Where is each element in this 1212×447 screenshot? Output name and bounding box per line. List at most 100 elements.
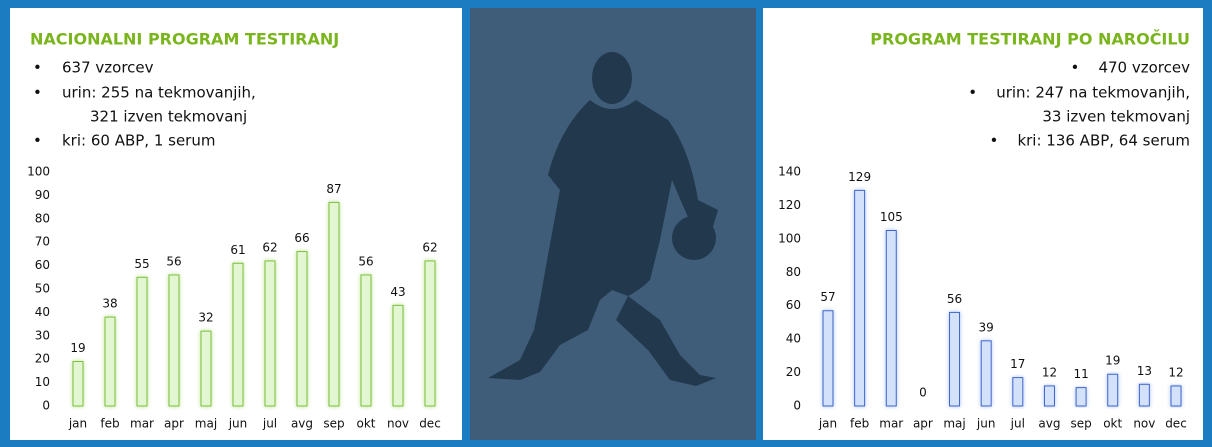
y-tick-label: 70	[35, 235, 50, 249]
bar	[328, 201, 340, 407]
x-tick-label: feb	[100, 417, 119, 431]
note-text: 33 izven tekmovanj	[1042, 108, 1190, 126]
x-tick-label: mar	[130, 417, 154, 431]
y-tick-label: 10	[35, 375, 50, 389]
bar	[360, 274, 372, 407]
x-tick-label: sep	[1070, 417, 1091, 431]
bullet: •	[33, 59, 42, 77]
y-tick-label: 0	[42, 399, 50, 413]
value-label: 55	[134, 257, 149, 271]
y-tick-label: 120	[778, 198, 801, 212]
value-label: 66	[294, 231, 309, 245]
y-tick-label: 20	[786, 365, 801, 379]
x-tick-label: dec	[419, 417, 441, 431]
note-text: 637 vzorcev	[62, 59, 154, 77]
bar	[949, 311, 961, 407]
x-tick-label: jul	[1010, 417, 1025, 431]
bar	[1075, 387, 1087, 407]
value-label: 43	[390, 285, 405, 299]
x-tick-label: jun	[976, 417, 996, 431]
bar	[264, 260, 276, 407]
x-tick-label: maj	[943, 417, 965, 431]
bar	[200, 330, 212, 407]
bar	[980, 340, 992, 407]
value-label: 57	[820, 290, 835, 304]
value-label: 19	[70, 341, 85, 355]
x-tick-label: jan	[818, 417, 837, 431]
x-tick-label: apr	[913, 417, 933, 431]
x-tick-label: maj	[195, 417, 217, 431]
note-text: urin: 255 na tekmovanjih,	[62, 84, 256, 102]
bullet: •	[989, 132, 998, 150]
bullet: •	[1070, 59, 1079, 77]
value-label: 56	[947, 292, 962, 306]
x-tick-label: jan	[68, 417, 87, 431]
bar	[168, 274, 180, 407]
y-tick-label: 140	[778, 165, 801, 179]
bar	[136, 276, 148, 407]
y-tick-label: 30	[35, 328, 50, 342]
bar	[296, 251, 308, 407]
note-text: 321 izven tekmovanj	[90, 108, 247, 126]
bar	[885, 230, 897, 407]
x-tick-label: nov	[387, 417, 409, 431]
y-tick-label: 20	[35, 352, 50, 366]
x-tick-label: feb	[850, 417, 869, 431]
y-tick-label: 40	[35, 305, 50, 319]
bullet: •	[33, 132, 42, 150]
note-text: kri: 136 ABP, 64 serum	[1017, 132, 1190, 150]
note-text: 470 vzorcev	[1098, 59, 1190, 77]
value-label: 0	[919, 386, 927, 400]
value-label: 12	[1168, 365, 1183, 379]
x-tick-label: okt	[1103, 417, 1122, 431]
panel-title: PROGRAM TESTIRANJ PO NAROČILU	[870, 30, 1190, 49]
y-tick-label: 60	[35, 258, 50, 272]
value-label: 56	[358, 254, 373, 268]
value-label: 87	[326, 182, 341, 196]
x-tick-label: sep	[323, 417, 344, 431]
bar	[232, 262, 244, 407]
y-tick-label: 50	[35, 282, 50, 296]
bullet: •	[968, 84, 977, 102]
value-label: 62	[262, 240, 277, 254]
y-tick-label: 100	[27, 165, 50, 179]
value-label: 38	[102, 297, 117, 311]
y-tick-label: 0	[793, 399, 801, 413]
bar	[822, 310, 834, 407]
bar	[424, 260, 436, 407]
bar	[1107, 373, 1119, 407]
value-label: 12	[1042, 365, 1057, 379]
value-label: 61	[230, 243, 245, 257]
bar	[104, 316, 116, 407]
bar	[1043, 385, 1055, 407]
value-label: 32	[198, 311, 213, 325]
y-tick-label: 40	[786, 332, 801, 346]
value-label: 56	[166, 254, 181, 268]
value-label: 13	[1137, 364, 1152, 378]
x-tick-label: jul	[262, 417, 277, 431]
value-label: 129	[848, 170, 871, 184]
bullet: •	[33, 84, 42, 102]
y-tick-label: 90	[35, 188, 50, 202]
value-label: 62	[422, 240, 437, 254]
value-label: 39	[979, 320, 994, 334]
panel-title: NACIONALNI PROGRAM TESTIRANJ	[30, 30, 339, 49]
value-label: 105	[880, 210, 903, 224]
note-text: urin: 247 na tekmovanjih,	[996, 84, 1190, 102]
x-tick-label: avg	[291, 417, 313, 431]
bar	[72, 361, 84, 407]
y-tick-label: 100	[778, 231, 801, 245]
x-tick-label: avg	[1038, 417, 1060, 431]
note-text: kri: 60 ABP, 1 serum	[62, 132, 215, 150]
bar	[1138, 383, 1150, 407]
player-silhouette	[488, 52, 718, 386]
bar	[392, 304, 404, 407]
y-tick-label: 60	[786, 298, 801, 312]
x-tick-label: apr	[164, 417, 184, 431]
value-label: 11	[1073, 367, 1088, 381]
x-tick-label: okt	[357, 417, 376, 431]
x-tick-label: nov	[1133, 417, 1155, 431]
bar	[1170, 385, 1182, 407]
x-tick-label: mar	[879, 417, 903, 431]
